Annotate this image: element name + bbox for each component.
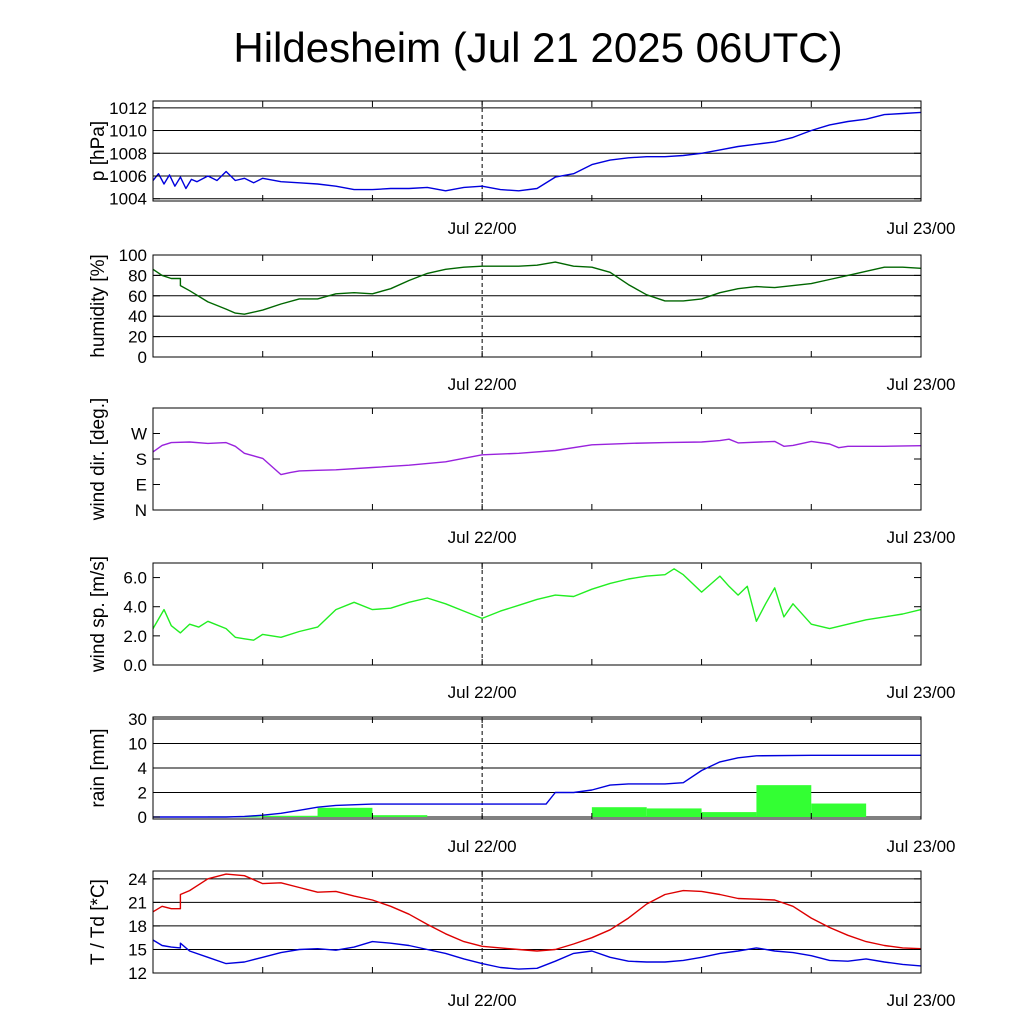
panel-5-xtick-label: Jul 22/00 bbox=[448, 837, 517, 856]
panel-2-ylabel: humidity [%] bbox=[88, 254, 109, 357]
panel-1-xtick-label: Jul 22/00 bbox=[448, 219, 517, 238]
panel-5-ylabel: rain [mm] bbox=[88, 728, 109, 807]
panel-4-ytick-label: 0.0 bbox=[123, 656, 147, 675]
panel-2-xtick-label: Jul 22/00 bbox=[448, 375, 517, 394]
panel-6-series-1 bbox=[152, 873, 922, 952]
panel-5-ytick-label: 0 bbox=[138, 808, 147, 827]
panel-2-ytick-label: 20 bbox=[128, 328, 147, 347]
panel-4-xtick-label: Jul 23/00 bbox=[887, 683, 956, 702]
panel-3-ytick-label: N bbox=[135, 501, 147, 520]
panel-1-ylabel: p [hPa] bbox=[88, 121, 109, 181]
panel-3-ytick-label: E bbox=[136, 476, 147, 495]
panel-1-ytick-label: 1008 bbox=[109, 144, 147, 163]
panel-6-ytick-label: 12 bbox=[128, 964, 147, 983]
panel-2-ytick-label: 100 bbox=[119, 246, 147, 265]
panel-3-ytick-label: W bbox=[131, 425, 147, 444]
panel-4-ytick-label: 4.0 bbox=[123, 598, 147, 617]
panel-5-series-1 bbox=[153, 754, 921, 818]
panel-4-frame bbox=[152, 562, 922, 666]
panel-2-ytick-label: 0 bbox=[138, 348, 147, 367]
panel-6-xtick-label: Jul 22/00 bbox=[448, 991, 517, 1010]
panel-5-rain-bar bbox=[372, 815, 428, 817]
panel-5-ytick-label: 10 bbox=[128, 735, 147, 754]
panel-1-ytick-label: 1004 bbox=[109, 190, 147, 209]
panel-3-background bbox=[153, 408, 921, 510]
panel-5-rain-bar bbox=[646, 808, 702, 817]
panel-3-ylabel: wind dir. [deg.] bbox=[88, 398, 109, 522]
panel-3-xtick-label: Jul 22/00 bbox=[448, 528, 517, 547]
panel-1-background bbox=[153, 101, 921, 201]
panel-3-xtick-label: Jul 23/00 bbox=[887, 528, 956, 547]
panel-2-series-1 bbox=[152, 261, 922, 315]
panel-5-rain-bar bbox=[262, 815, 318, 817]
panel-6-ytick-label: 15 bbox=[128, 940, 147, 959]
panel-4-ytick-label: 2.0 bbox=[123, 627, 147, 646]
panel-6-ytick-label: 24 bbox=[128, 870, 147, 889]
panel-5-rain-bar bbox=[756, 785, 812, 817]
panel-1-xtick-label: Jul 23/00 bbox=[887, 219, 956, 238]
panel-1-series-1 bbox=[152, 111, 922, 192]
panel-6-frame bbox=[152, 870, 922, 974]
panel-4-ylabel: wind sp. [m/s] bbox=[88, 556, 109, 673]
panel-3-ytick-label: S bbox=[136, 450, 147, 469]
panel-6-ylabel: T / Td [*C] bbox=[88, 879, 109, 965]
panel-4-series-1 bbox=[152, 568, 922, 641]
page-title: Hildesheim (Jul 21 2025 06UTC) bbox=[233, 24, 843, 71]
panel-1-ytick-label: 1006 bbox=[109, 167, 147, 186]
panel-2-ytick-label: 80 bbox=[128, 266, 147, 285]
panel-5-rain-bar bbox=[811, 803, 867, 817]
panel-5-xtick-label: Jul 23/00 bbox=[887, 837, 956, 856]
panel-5-ytick-label: 4 bbox=[138, 759, 147, 778]
panel-3-series-1 bbox=[152, 438, 922, 476]
panel-2-ytick-label: 40 bbox=[128, 307, 147, 326]
panel-4-ytick-label: 6.0 bbox=[123, 569, 147, 588]
panel-6-background bbox=[153, 871, 921, 973]
panel-6-xtick-label: Jul 23/00 bbox=[887, 991, 956, 1010]
panel-4-background bbox=[153, 563, 921, 665]
panel-6-ytick-label: 21 bbox=[128, 893, 147, 912]
panel-2-frame bbox=[152, 254, 922, 358]
panel-5-rain-bar bbox=[591, 807, 647, 817]
panel-2-background bbox=[153, 255, 921, 357]
panel-4-xtick-label: Jul 22/00 bbox=[448, 683, 517, 702]
panel-1-frame bbox=[152, 100, 922, 202]
panel-5-ytick-label: 2 bbox=[138, 784, 147, 803]
panel-6-ytick-label: 18 bbox=[128, 917, 147, 936]
panel-1-ytick-label: 1012 bbox=[109, 99, 147, 118]
panel-5-ytick-label: 30 bbox=[128, 710, 147, 729]
panel-2-xtick-label: Jul 23/00 bbox=[887, 375, 956, 394]
panel-1-ytick-label: 1010 bbox=[109, 122, 147, 141]
panel-2-ytick-label: 60 bbox=[128, 287, 147, 306]
panel-6-series-2 bbox=[152, 939, 922, 970]
panel-5-rain-bar bbox=[701, 812, 757, 817]
panel-5-rain-bar bbox=[317, 807, 373, 817]
